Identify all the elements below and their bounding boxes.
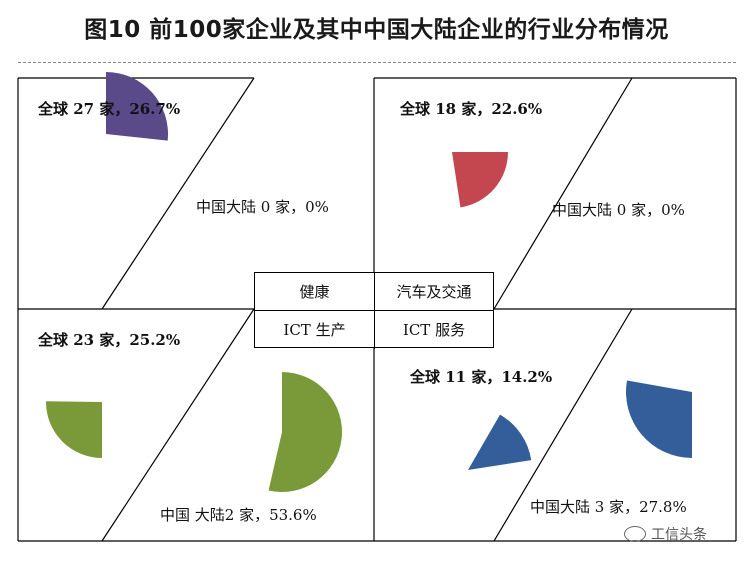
diagonal-separators (101, 77, 633, 542)
watermark: 工信头条 (624, 524, 707, 544)
ict-services-china-label: 中国大陆 3 家，27.8% (530, 498, 687, 516)
china-slice-ict-services (626, 380, 692, 458)
ict-production-global-label: 全球 23 家，25.2% (38, 331, 181, 349)
legend-cell-health: 健康 (255, 273, 375, 311)
health-china-label: 中国大陆 0 家，0% (196, 198, 329, 216)
auto-global-label: 全球 18 家，22.6% (400, 100, 543, 118)
global-slice-ict-services (468, 414, 532, 470)
title-divider (18, 62, 736, 63)
industry-legend-table: 健康 汽车及交通 ICT 生产 ICT 服务 (254, 272, 494, 349)
diagonal-ict-production (101, 308, 255, 542)
chart-title: 图10 前100家企业及其中中国大陆企业的行业分布情况 (84, 17, 669, 43)
legend-cell-ict-services: ICT 服务 (402, 321, 466, 339)
diagonal-auto (493, 77, 633, 310)
china-slice-ict-production (268, 372, 343, 493)
global-slice-auto (452, 152, 508, 208)
legend-cell-ict-production: ICT 生产 (255, 311, 375, 349)
wechat-icon (624, 526, 646, 542)
diagonal-health (101, 77, 255, 310)
legend-cell-auto: 汽车及交通 (375, 273, 493, 311)
diagonal-ict-services (493, 308, 633, 542)
global-slice-ict-production (46, 401, 102, 458)
health-global-label: 全球 27 家，26.7% (38, 100, 181, 118)
auto-china-label: 中国大陆 0 家，0% (552, 201, 685, 219)
global-slice-health (106, 72, 169, 141)
ict-production-china-label: 中国 大陆2 家，53.6% (160, 506, 317, 524)
watermark-text: 工信头条 (651, 527, 707, 543)
ict-services-global-label: 全球 11 家，14.2% (410, 368, 553, 386)
